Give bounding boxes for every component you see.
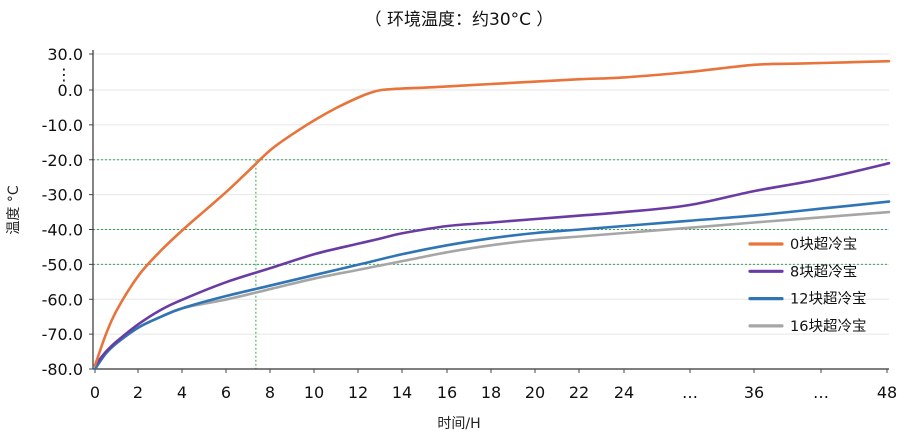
- x-tick-label: 0: [90, 383, 100, 402]
- y-tick-label: 0.0: [58, 81, 83, 100]
- reference-lines: [93, 159, 889, 369]
- x-tick-label: 18: [481, 383, 501, 402]
- y-axis-title: 温度 °C: [6, 185, 22, 234]
- series-layer: [93, 59, 891, 371]
- chart-title: （ 环境温度：约30°C ）: [365, 10, 554, 30]
- legend-label: 16块超冷宝: [790, 318, 866, 335]
- x-tick-labels: 0 2 4 6 8 10 12 14 16 18 20 22 24… 36… 48: [90, 383, 897, 402]
- x-tick-label: 16: [437, 383, 457, 402]
- x-tick-label: …: [813, 383, 829, 402]
- y-tick-label: -10.0: [42, 116, 83, 135]
- y-tick-label: -20.0: [42, 151, 83, 170]
- x-tick-label: 14: [392, 383, 412, 402]
- legend: 0块超冷宝 8块超冷宝 12块超冷宝 16块超冷宝: [748, 236, 866, 335]
- x-tick-label: 8: [265, 383, 275, 402]
- series-line-2: [93, 200, 891, 371]
- y-axis-break-marker: ⋮: [56, 65, 72, 84]
- series-line-3: [93, 210, 891, 371]
- x-tick-label: 12: [348, 383, 368, 402]
- axes: [89, 50, 889, 373]
- grid-layer: [93, 53, 889, 370]
- x-tick-label: 2: [133, 383, 143, 402]
- x-tick-label: 6: [221, 383, 231, 402]
- x-axis-title: 时间/H: [437, 416, 480, 432]
- x-tick-label: 22: [569, 383, 589, 402]
- legend-label: 0块超冷宝: [790, 236, 857, 253]
- y-tick-label: -60.0: [42, 290, 83, 309]
- y-tick-label: 30.0: [47, 45, 83, 64]
- series-line-1: [93, 161, 891, 367]
- legend-label: 12块超冷宝: [790, 291, 866, 308]
- x-tick-label: 36: [744, 383, 764, 402]
- x-tick-label: 20: [525, 383, 545, 402]
- y-tick-label: -70.0: [42, 325, 83, 344]
- series-line-0: [93, 59, 891, 367]
- x-tick-label: 24: [614, 383, 634, 402]
- legend-label: 8块超冷宝: [790, 263, 857, 280]
- x-tick-label: 4: [177, 383, 187, 402]
- y-tick-label: -50.0: [42, 255, 83, 274]
- y-tick-label: -80.0: [42, 360, 83, 379]
- x-tick-label: 10: [304, 383, 324, 402]
- x-tick-label: 48: [877, 383, 897, 402]
- x-tick-label: …: [682, 383, 698, 402]
- y-tick-labels: 30.0 0.0 -10.0 -20.0 -30.0 -40.0 -50.0 -60.0 -70…: [42, 45, 83, 379]
- y-tick-label: -30.0: [42, 186, 83, 205]
- y-tick-label: -40.0: [42, 221, 83, 240]
